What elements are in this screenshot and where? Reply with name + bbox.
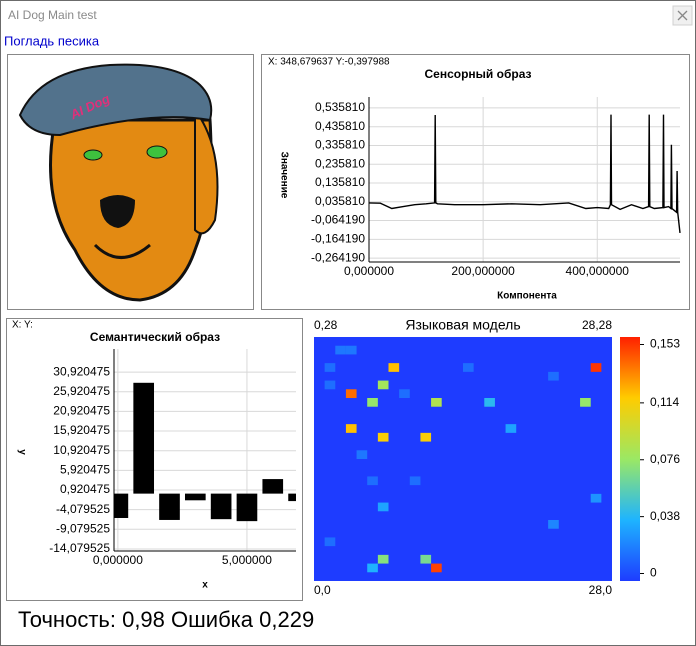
heatmap-cell (367, 398, 378, 407)
heatmap-cell (388, 363, 400, 372)
chart-title: Сенсорный образ (425, 67, 532, 81)
bar (262, 479, 284, 494)
semantic-panel (6, 318, 303, 601)
y-tick-label: 20,920475 (53, 404, 110, 418)
bar (114, 493, 129, 518)
colorbar-tick-label: 0,076 (650, 452, 680, 466)
window-title: AI Dog Main test (8, 8, 97, 22)
heatmap-cell (335, 345, 346, 355)
close-button[interactable] (672, 5, 693, 26)
status-text: Точность: 0,98 Ошибка 0,229 (18, 607, 314, 632)
heatmap-cell (548, 371, 559, 381)
colorbar (620, 337, 640, 581)
y-tick-label: -4,079525 (56, 502, 110, 516)
y-tick-label: 0,435810 (315, 119, 365, 133)
heatmap-cell (324, 537, 336, 547)
heatmap-cell (431, 563, 442, 573)
y-tick-label: -9,079525 (56, 521, 110, 535)
heatmap-cell (590, 363, 602, 372)
corner-label: 28,0 (589, 583, 613, 597)
heatmap-cell (367, 563, 378, 573)
y-tick-label: 5,920475 (60, 463, 110, 477)
bar (133, 382, 155, 494)
x-axis-label: x (202, 580, 208, 591)
heatmap-cell (324, 363, 336, 372)
colorbar-tick-label: 0,038 (650, 509, 680, 523)
y-tick-label: 0,920475 (60, 482, 110, 496)
sensor-panel (261, 54, 690, 310)
bar (159, 493, 180, 520)
y-axis-label: y (16, 449, 27, 455)
chart-title: Семантический образ (90, 330, 220, 344)
heatmap-cell (420, 554, 432, 564)
bar (184, 493, 206, 501)
heatmap-cell (580, 398, 591, 407)
y-tick-label: 25,920475 (53, 384, 110, 398)
x-tick-label: 0,000000 (344, 264, 394, 278)
chart-title: Языковая модель (405, 317, 520, 333)
dog-image: AI Dog (18, 63, 219, 302)
y-tick-label: 0,335810 (315, 138, 365, 152)
y-tick-label: 30,920475 (53, 364, 110, 378)
heatmap-cell (590, 493, 602, 503)
y-tick-label: -0,164190 (311, 231, 365, 245)
bar (210, 493, 232, 520)
heatmap-cell (345, 345, 357, 355)
x-tick-label: 400,000000 (566, 264, 630, 278)
corner-label: 0,28 (314, 318, 338, 332)
corner-label: 28,28 (582, 318, 612, 332)
colorbar-tick-label: 0 (650, 566, 657, 580)
heatmap-cell (484, 398, 495, 407)
y-tick-label: -14,079525 (49, 541, 110, 555)
x-tick-label: 5,000000 (222, 553, 272, 567)
x-tick-label: 200,000000 (451, 264, 515, 278)
y-tick-label: -0,264190 (311, 250, 365, 264)
y-axis-label: Значение (278, 152, 289, 199)
y-tick-label: 0,235810 (315, 156, 365, 170)
heatmap-cell (345, 424, 357, 433)
heatmap-cell (324, 380, 336, 390)
heatmap-cell (377, 380, 389, 390)
colorbar-tick-label: 0,153 (650, 337, 680, 351)
heatmap-cell (431, 398, 442, 407)
y-tick-label: 15,920475 (53, 423, 110, 437)
heatmap-cell (505, 424, 517, 433)
heatmap-cell (377, 432, 389, 442)
colorbar-tick-label: 0,114 (650, 395, 679, 409)
heatmap-cell (345, 389, 357, 398)
corner-label: 0,0 (314, 583, 331, 597)
y-tick-label: 0,135810 (315, 175, 365, 189)
bar (288, 493, 296, 502)
heatmap-cell (367, 476, 378, 486)
heatmap-cell (463, 363, 474, 372)
cursor-readout: X: Y: (12, 320, 33, 331)
link[interactable]: Погладь песика (4, 33, 100, 48)
heatmap-cell (377, 554, 389, 564)
y-tick-label: -0,064190 (311, 213, 365, 227)
bar (236, 493, 258, 522)
line-series (368, 114, 681, 233)
y-tick-label: 10,920475 (53, 443, 110, 457)
heatmap-cell (377, 502, 389, 512)
heatmap-cell (399, 389, 410, 398)
heatmap-cell (420, 432, 432, 442)
x-tick-label: 0,000000 (93, 553, 143, 567)
heatmap-cell (409, 476, 421, 486)
heatmap-cell (356, 450, 368, 459)
heatmap-cell (548, 520, 559, 529)
y-tick-label: 0,535810 (315, 100, 365, 114)
y-tick-label: 0,035810 (315, 194, 365, 208)
cursor-readout: X: 348,679637 Y:-0,397988 (268, 57, 390, 68)
x-axis-label: Компонента (497, 291, 557, 302)
